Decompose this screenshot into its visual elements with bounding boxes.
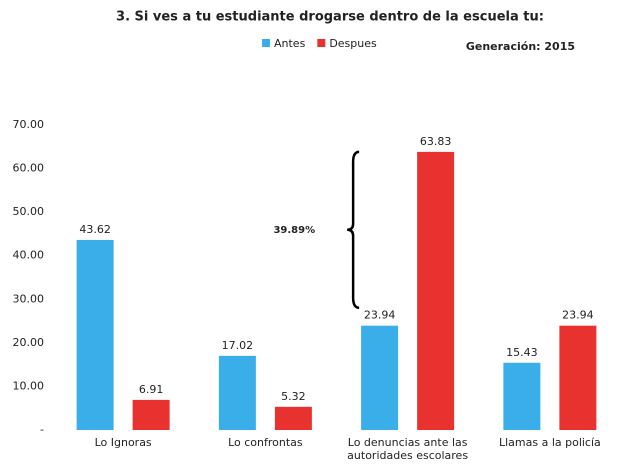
bar	[417, 151, 455, 430]
value-label: 43.62	[79, 223, 111, 236]
x-tick-label: Lo denuncias ante las autoridades escola…	[347, 436, 469, 462]
brace	[347, 150, 360, 309]
value-label: 6.91	[139, 383, 164, 396]
x-tick-label: Lo Ignoras	[94, 436, 152, 449]
annotation: 39.89%	[273, 225, 315, 236]
legend-label: Antes	[274, 37, 306, 50]
value-label: 17.02	[222, 339, 254, 352]
y-tick-label: 10.00	[13, 379, 45, 392]
y-tick-label: 50.00	[13, 205, 45, 218]
subtitle: Generación: 2015	[466, 40, 575, 53]
legend-swatch	[317, 39, 326, 47]
bar	[503, 362, 541, 430]
bar	[76, 239, 114, 430]
y-tick-label: -	[40, 423, 44, 436]
y-tick-label: 20.00	[13, 336, 45, 349]
x-tick-label: Lo confrontas	[228, 436, 303, 449]
value-label: 23.94	[364, 309, 396, 322]
bar	[274, 406, 312, 430]
y-tick-label: 70.00	[13, 118, 45, 131]
bar	[218, 355, 256, 430]
y-tick-label: 30.00	[13, 292, 45, 305]
x-tick-label: Llamas a la policía	[498, 436, 601, 449]
value-label: 5.32	[281, 390, 306, 403]
value-label: 63.83	[420, 135, 452, 148]
value-label: 23.94	[562, 309, 594, 322]
bar	[361, 325, 399, 430]
legend-swatch	[262, 39, 270, 47]
legend-label: Despues	[329, 37, 377, 50]
bar	[132, 399, 170, 430]
y-tick-label: 60.00	[13, 162, 45, 175]
bar	[559, 325, 597, 430]
value-label: 15.43	[506, 346, 538, 359]
chart-title: 3. Si ves a tu estudiante drogarse dentr…	[116, 10, 544, 25]
y-tick-label: 40.00	[13, 249, 45, 262]
